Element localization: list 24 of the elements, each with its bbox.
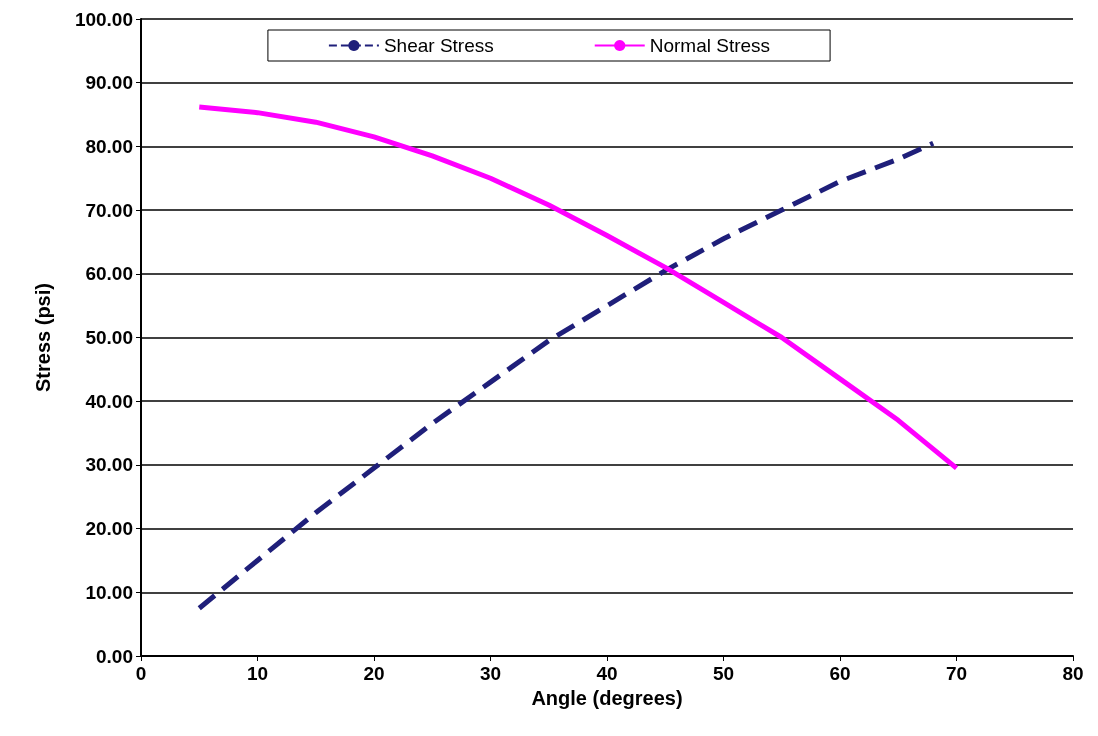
y-tick-label: 0.00 xyxy=(96,645,133,667)
y-tick-label: 60.00 xyxy=(85,263,133,285)
x-tick-label: 10 xyxy=(246,663,269,684)
y-tick-label: 50.00 xyxy=(85,327,133,348)
y-tick-label: 10.00 xyxy=(85,581,133,603)
x-tick-label: 0 xyxy=(135,663,147,684)
y-tick-label: 30.00 xyxy=(85,454,133,476)
x-tick-label: 40 xyxy=(596,663,618,684)
x-tick-label: 80 xyxy=(1062,663,1084,684)
x-axis-title: Angle (degrees) xyxy=(531,686,683,709)
x-tick-label: 70 xyxy=(945,663,968,684)
y-tick-label: 70.00 xyxy=(85,199,133,221)
legend-label: Shear Stress xyxy=(383,35,494,56)
x-tick-label: 30 xyxy=(479,663,502,684)
x-tick-label: 50 xyxy=(712,663,735,684)
y-tick-label: 40.00 xyxy=(85,390,133,412)
y-tick-label: 20.00 xyxy=(85,518,133,540)
x-tick-label: 60 xyxy=(829,663,851,684)
x-tick-label: 20 xyxy=(363,663,385,684)
y-tick-label: 80.00 xyxy=(85,135,133,157)
y-tick-label: 100.00 xyxy=(74,8,133,30)
y-tick-label: 90.00 xyxy=(85,72,133,94)
y-axis-title: Stress (psi) xyxy=(32,283,54,392)
legend-label: Normal Stress xyxy=(649,35,771,56)
